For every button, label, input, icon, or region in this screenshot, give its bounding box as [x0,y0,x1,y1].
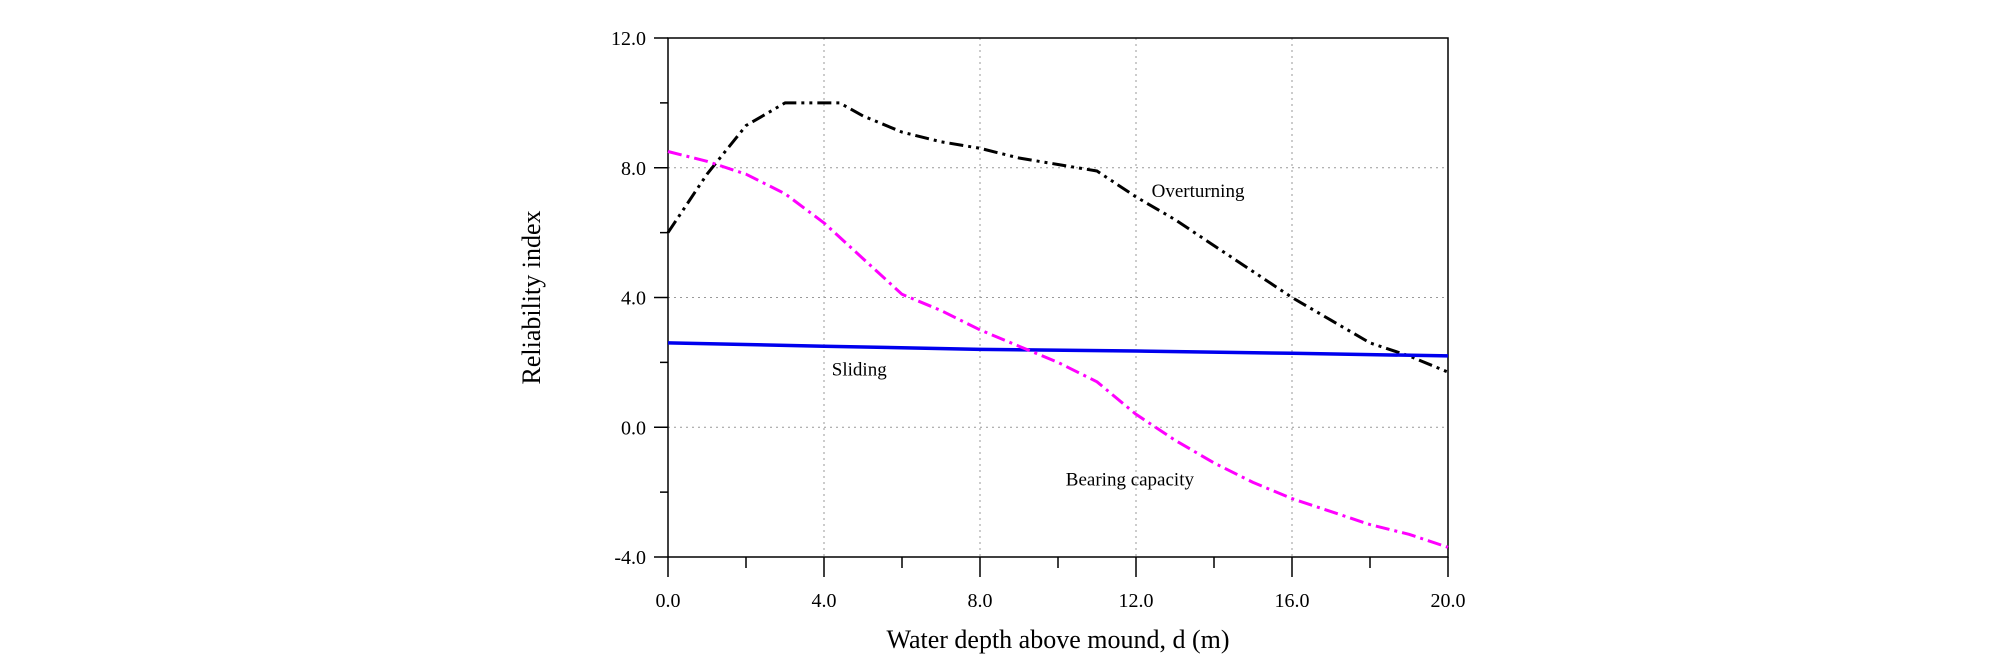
y-tick-label: 8.0 [621,158,646,180]
series-line-bearing-capacity [667,150,1449,549]
annotations: Overturning Sliding Bearing capacity [832,181,1245,491]
annotation-sliding: Sliding [832,359,887,380]
series-line-sliding [667,341,1449,358]
series-line-overturning [666,101,1449,374]
annotation-bearing-capacity: Bearing capacity [1066,470,1195,491]
x-tick-label: 8.0 [968,590,993,612]
tick-labels: 0.0 4.0 8.0 12.0 16.0 20.0 -4.0 0.0 4.0 8.0 12.0 [611,28,1466,612]
x-tick-label: 12.0 [1119,590,1154,612]
y-tick-label: 12.0 [611,28,646,50]
y-tick-label: -4.0 [614,547,646,569]
grid-lines [668,38,1448,557]
x-tick-label: 4.0 [812,590,837,612]
x-tick-label: 20.0 [1431,590,1466,612]
series-lines [666,101,1449,549]
x-axis-title: Water depth above mound, d (m) [886,625,1229,654]
annotation-overturning: Overturning [1152,181,1245,202]
y-tick-label: 4.0 [621,288,646,310]
x-tick-label: 0.0 [656,590,681,612]
y-tick-label: 0.0 [621,417,646,439]
x-tick-label: 16.0 [1275,590,1310,612]
y-axis-title: Reliability index [517,210,546,384]
axis-ticks [654,37,1449,577]
